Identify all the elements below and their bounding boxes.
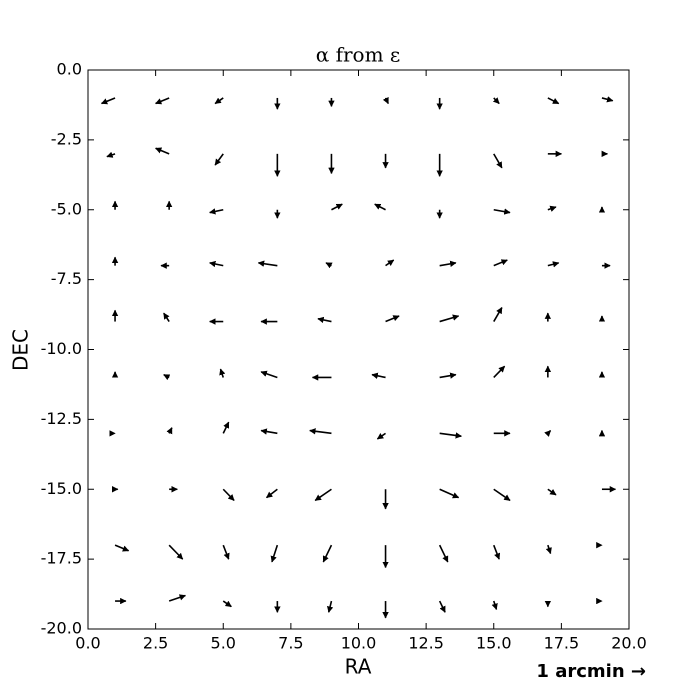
arrow [214,97,224,105]
arrow [493,208,511,215]
arrow [214,153,224,166]
arrow [222,421,230,434]
arrow [100,97,116,105]
arrow [155,147,170,155]
arrow [371,372,386,379]
arrow [493,153,503,169]
arrow [260,370,278,379]
arrow [439,488,460,499]
arrow [317,316,332,324]
arrow [106,151,116,158]
arrow [439,314,460,323]
arrow [385,315,400,323]
arrow [382,96,389,105]
arrow [545,544,552,555]
arrow [309,428,332,435]
arrow [601,96,614,103]
x-tick-label: 17.5 [544,634,580,653]
chart-title: α from ε [316,43,401,67]
arrow [493,544,501,560]
y-axis-label: DEC [9,329,33,371]
arrow [547,205,557,212]
arrow [314,488,332,502]
arrow [326,600,334,613]
arrow [438,600,446,613]
quiver-key: 1 arcmin → [536,661,646,682]
arrow [222,544,230,560]
arrow [376,432,387,440]
x-tick-label: 15.0 [476,634,512,653]
arrow [270,544,279,563]
arrow [493,259,508,267]
arrow [439,260,457,267]
arrow [222,488,235,501]
arrow [166,427,173,435]
x-tick-label: 7.5 [278,634,303,653]
arrow [547,488,557,496]
arrow [219,368,226,378]
arrow [114,544,130,552]
arrow [544,429,552,437]
x-tick-label: 0.0 [75,634,100,653]
y-tick-label: 0.0 [57,60,82,79]
arrow [439,372,457,379]
arrow [163,373,171,381]
arrow [331,203,343,211]
arrow [492,97,500,105]
arrow [260,428,278,435]
arrow [439,432,462,439]
arrow [168,544,184,560]
arrow [209,208,224,215]
arrow [547,261,560,268]
arrow [374,203,386,211]
arrow [222,600,232,608]
arrow [163,312,170,322]
y-tick-label: -2.5 [51,129,82,148]
arrow [491,600,498,611]
arrow [493,307,503,322]
arrow [493,488,511,502]
y-tick-label: -15.0 [41,479,82,498]
arrow [385,259,395,267]
x-axis-label: RA [345,655,372,679]
arrow [168,594,186,602]
arrow [325,262,333,269]
y-tick-label: -10.0 [41,339,82,358]
x-tick-label: 12.5 [408,634,444,653]
x-tick-label: 10.0 [341,634,377,653]
arrow [257,260,278,267]
arrow [438,544,449,563]
y-tick-label: -20.0 [41,619,82,638]
arrow [493,365,506,379]
x-tick-label: 20.0 [611,634,647,653]
y-tick-label: -17.5 [41,549,82,568]
arrow [155,97,170,105]
x-tick-label: 5.0 [211,634,236,653]
y-tick-label: -12.5 [41,409,82,428]
y-tick-label: -7.5 [51,269,82,288]
arrow [266,488,278,499]
arrow [322,544,333,563]
x-tick-label: 2.5 [143,634,168,653]
y-tick-label: -5.0 [51,199,82,218]
arrow [209,260,224,268]
arrow [547,97,560,105]
